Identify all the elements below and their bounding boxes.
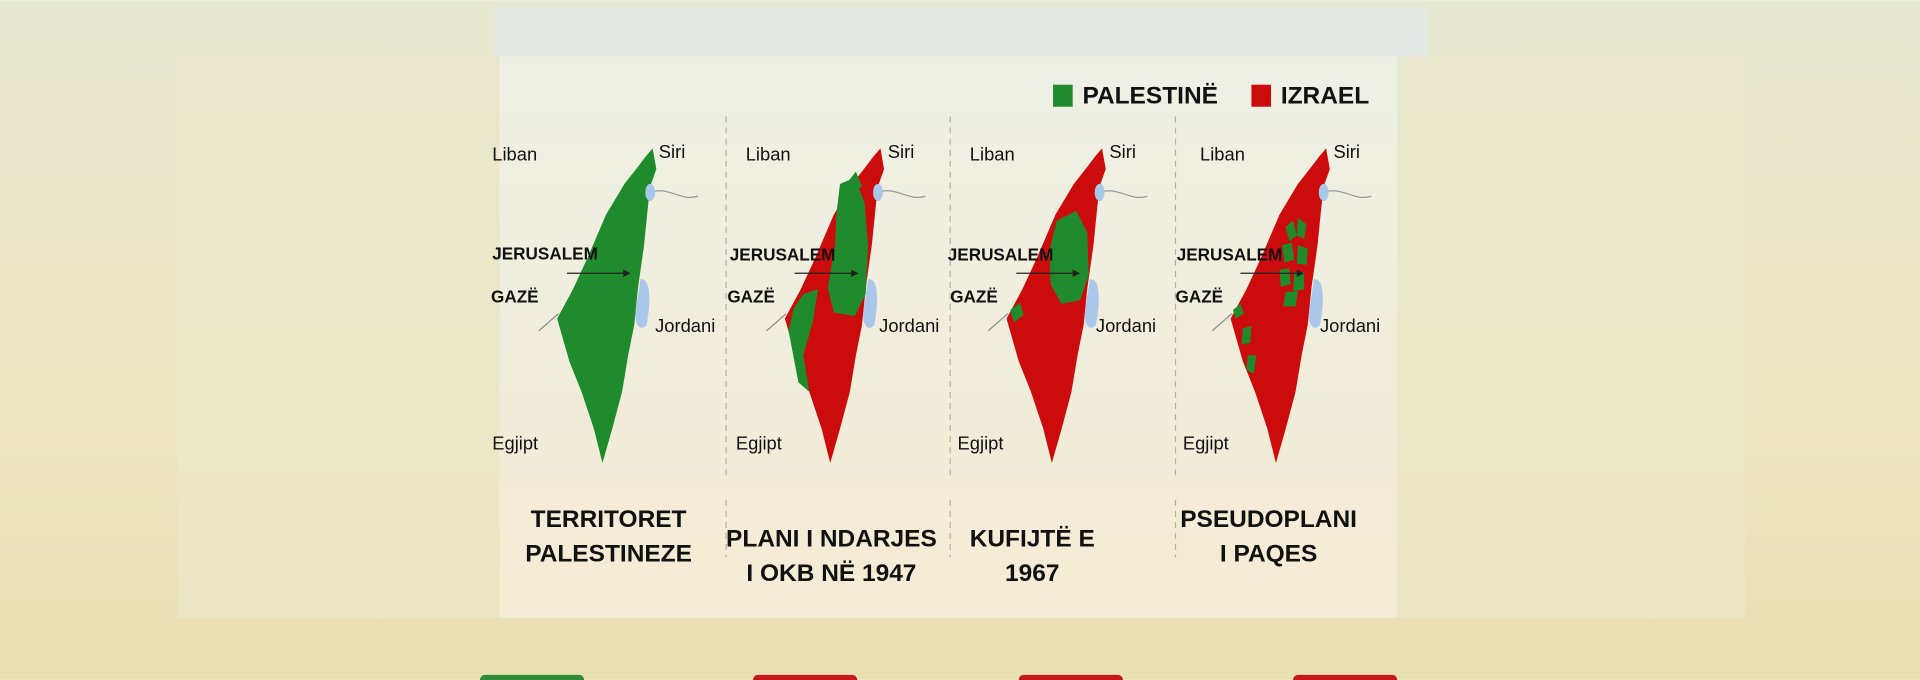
palestinian-area (1283, 291, 1298, 307)
bottom-strip (480, 674, 1398, 680)
palestinian-area (1233, 303, 1245, 319)
lake (1318, 183, 1329, 202)
country-label: Jordani (879, 315, 939, 336)
border-line (538, 313, 559, 332)
arrow-head (1296, 269, 1305, 277)
dead-sea (863, 279, 878, 328)
border-line (1211, 313, 1233, 332)
palestinian-area (846, 171, 863, 194)
border-line (766, 313, 787, 332)
country-label: Egjipt (958, 433, 1004, 454)
country-label: Egjipt (492, 433, 538, 454)
palestinian-area (1049, 210, 1089, 304)
map-panel: Liban Siri JERUSALEM GAZË Jordani Egjipt PSEUD… (1176, 141, 1381, 567)
territory (557, 148, 657, 464)
caption-line: KUFIJTË E (970, 526, 1095, 553)
country-label: Egjipt (736, 433, 782, 454)
caption-line: PSEUDOPLANI (1180, 506, 1357, 533)
city-label: JERUSALEM (492, 243, 598, 263)
map-panel: Liban Siri JERUSALEM GAZË Jordani Egjipt TERRI… (491, 141, 715, 567)
separators (725, 116, 1177, 558)
palestinian-area (1241, 325, 1252, 345)
arrow-head (623, 269, 631, 277)
city-label: GAZË (727, 286, 775, 306)
legend-label: IZRAEL (1281, 82, 1369, 109)
legend-swatch (1053, 84, 1073, 107)
dead-sea (635, 279, 650, 328)
palestinian-area (1282, 242, 1295, 263)
lake (1094, 183, 1105, 202)
country-label: Liban (1200, 144, 1245, 165)
country-label: Jordani (655, 315, 715, 336)
lake (645, 183, 656, 202)
city-label: GAZË (491, 286, 539, 306)
palestinian-area (1296, 245, 1308, 265)
palestinian-area (1246, 355, 1257, 374)
country-label: Liban (492, 144, 537, 165)
country-label: Jordani (1096, 315, 1156, 336)
dead-sea (1308, 279, 1323, 328)
city-label: JERUSALEM (948, 245, 1054, 265)
lake (873, 183, 883, 202)
country-label: Siri (888, 141, 915, 162)
palestinian-area (1285, 220, 1297, 242)
city-label: GAZË (950, 286, 998, 306)
card-top (494, 7, 1428, 57)
country-label: Egjipt (1183, 433, 1229, 454)
palestinian-area (1279, 268, 1291, 287)
arrow-head (851, 269, 859, 277)
dead-sea (1084, 279, 1099, 328)
map-panel: Liban Siri JERUSALEM GAZË Jordani Egjipt PLANI… (726, 141, 939, 587)
palestinian-area (788, 289, 818, 393)
city-label: GAZË (1176, 286, 1224, 306)
palestinian-area (827, 177, 869, 317)
palestinian-area (1296, 218, 1307, 239)
caption-line: I OKB NË 1947 (746, 560, 916, 587)
city-label: JERUSALEM (730, 245, 836, 265)
country-label: Liban (746, 144, 791, 165)
caption-line: PLANI I NDARJES (726, 526, 937, 553)
arrow-head (1072, 269, 1080, 277)
palestinian-area (1293, 272, 1305, 292)
country-label: Liban (970, 144, 1015, 165)
city-label: JERUSALEM (1177, 245, 1283, 265)
country-label: Siri (1109, 141, 1136, 162)
legend-swatch (1251, 84, 1272, 107)
country-label: Siri (1333, 141, 1360, 162)
country-label: Jordani (1320, 315, 1380, 336)
palestinian-area (1010, 302, 1024, 323)
caption-line: PALESTINEZE (525, 540, 692, 567)
caption-line: I PAQES (1220, 540, 1317, 567)
caption-line: 1967 (1005, 560, 1059, 587)
map-panel: Liban Siri JERUSALEM GAZË Jordani Egjipt KUFIJ… (948, 141, 1156, 587)
legend-label: PALESTINË (1082, 82, 1218, 109)
caption-band (499, 483, 1398, 618)
caption-line: TERRITORET (531, 506, 687, 533)
country-label: Siri (659, 141, 686, 162)
border-line (987, 313, 1009, 332)
